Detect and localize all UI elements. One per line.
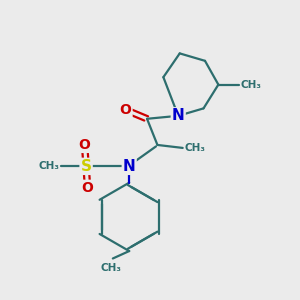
Text: N: N xyxy=(172,108,184,123)
Text: O: O xyxy=(79,138,91,152)
Text: CH₃: CH₃ xyxy=(101,263,122,273)
Text: N: N xyxy=(123,159,136,174)
Text: O: O xyxy=(120,103,132,117)
Text: CH₃: CH₃ xyxy=(241,80,262,90)
Text: CH₃: CH₃ xyxy=(184,143,205,153)
Text: O: O xyxy=(82,181,94,195)
Text: S: S xyxy=(81,159,92,174)
Text: CH₃: CH₃ xyxy=(38,161,59,171)
